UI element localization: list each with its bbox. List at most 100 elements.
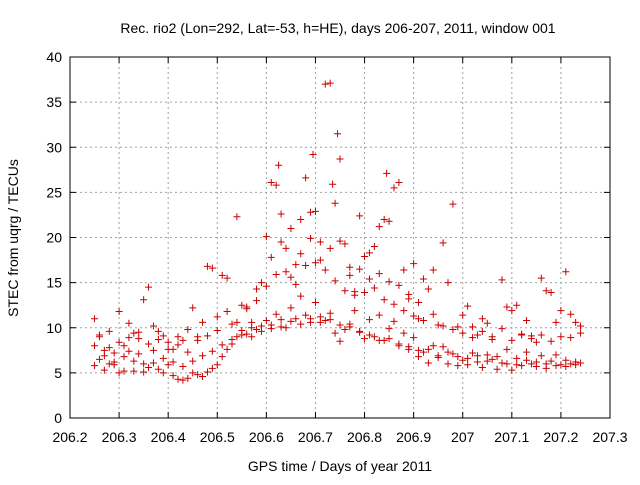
data-point <box>321 80 329 88</box>
data-point <box>145 363 153 371</box>
data-point <box>523 348 531 356</box>
data-point <box>257 279 265 287</box>
data-point <box>334 130 342 138</box>
data-point <box>361 252 369 260</box>
data-point <box>567 360 575 368</box>
data-point <box>135 328 143 336</box>
data-point <box>309 150 317 158</box>
data-point <box>532 338 540 346</box>
data-point <box>567 334 575 342</box>
data-point <box>346 271 354 279</box>
data-point <box>135 350 143 358</box>
data-point <box>287 224 295 232</box>
data-point <box>95 333 103 341</box>
data-point <box>275 161 283 169</box>
data-point <box>277 323 285 331</box>
data-point <box>415 353 423 361</box>
data-point <box>562 356 570 364</box>
data-point <box>208 364 216 372</box>
data-point <box>434 352 442 360</box>
data-point <box>336 337 344 345</box>
data-point <box>203 332 211 340</box>
data-point <box>277 316 285 324</box>
data-point <box>557 333 565 341</box>
data-point <box>400 266 408 274</box>
data-point <box>537 352 545 360</box>
data-point <box>483 351 491 359</box>
data-point <box>405 343 413 351</box>
data-point <box>375 223 383 231</box>
data-point <box>444 360 452 368</box>
data-point <box>410 260 418 268</box>
data-point <box>218 341 226 349</box>
data-point <box>253 285 261 293</box>
data-point <box>385 278 393 286</box>
data-point <box>454 323 462 331</box>
data-point <box>375 336 383 344</box>
data-point <box>508 366 516 374</box>
data-point <box>130 329 138 337</box>
data-point <box>395 178 403 186</box>
data-point <box>164 345 172 353</box>
y-tick-label: 10 <box>46 320 62 336</box>
data-point <box>115 338 123 346</box>
data-point <box>199 372 207 380</box>
data-point <box>537 274 545 282</box>
data-point <box>326 244 334 252</box>
data-point <box>415 298 423 306</box>
x-tick-label: 206.4 <box>151 429 186 445</box>
data-point <box>125 347 133 355</box>
data-point <box>439 343 447 351</box>
data-point <box>488 355 496 363</box>
data-point <box>115 308 123 316</box>
data-point <box>307 315 315 323</box>
data-point <box>370 243 378 251</box>
data-point <box>174 341 182 349</box>
y-tick-label: 30 <box>46 139 62 155</box>
data-point <box>346 263 354 271</box>
data-point <box>272 271 280 279</box>
data-point <box>282 244 290 252</box>
data-point <box>552 362 560 370</box>
data-point <box>169 372 177 380</box>
data-point <box>478 363 486 371</box>
data-point <box>238 331 246 339</box>
data-point <box>567 310 575 318</box>
data-point <box>282 324 290 332</box>
data-point <box>503 303 511 311</box>
data-point <box>361 289 369 297</box>
data-point <box>135 335 143 343</box>
data-point <box>518 330 526 338</box>
data-point <box>532 358 540 366</box>
data-point <box>336 237 344 245</box>
data-point <box>125 319 133 327</box>
data-point <box>277 238 285 246</box>
data-point <box>311 259 319 267</box>
data-point <box>518 362 526 370</box>
data-point <box>287 304 295 312</box>
data-point <box>483 357 491 365</box>
chart-title: Rec. rio2 (Lon=292, Lat=-53, h=HE), days… <box>120 20 555 36</box>
data-point <box>562 268 570 276</box>
data-point <box>154 327 162 335</box>
data-point <box>145 340 153 348</box>
data-point <box>380 215 388 223</box>
data-point <box>140 360 148 368</box>
data-point <box>498 276 506 284</box>
data-point <box>130 367 138 375</box>
data-point <box>321 317 329 325</box>
data-point <box>189 357 197 365</box>
data-point <box>267 321 275 329</box>
data-point <box>105 344 113 352</box>
data-point <box>459 311 467 319</box>
data-point <box>189 304 197 312</box>
data-point <box>105 327 113 335</box>
data-point <box>488 335 496 343</box>
data-point <box>149 322 157 330</box>
data-point <box>189 369 197 377</box>
data-point <box>503 360 511 368</box>
data-point <box>454 353 462 361</box>
data-point <box>444 279 452 287</box>
data-point <box>302 174 310 182</box>
